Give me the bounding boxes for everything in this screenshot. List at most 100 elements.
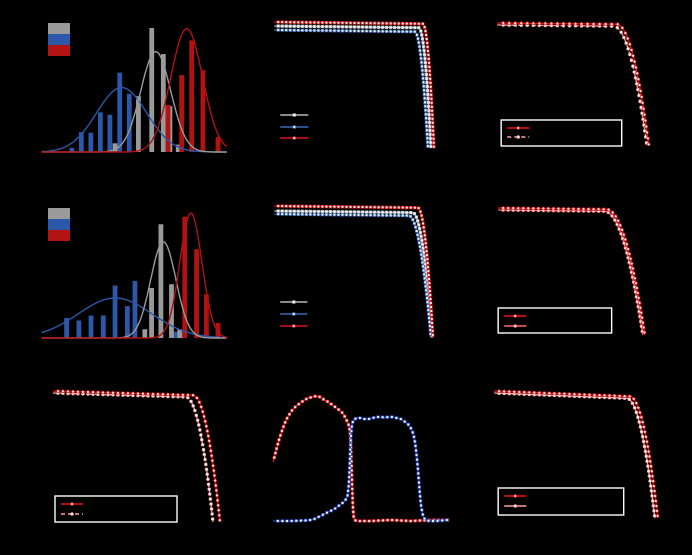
data-marker bbox=[328, 210, 333, 214]
data-marker bbox=[364, 21, 369, 25]
data-marker bbox=[426, 53, 431, 57]
hist-bar-hist_blue bbox=[76, 320, 82, 338]
data-marker bbox=[316, 24, 321, 29]
hist-bar-hist_red bbox=[189, 40, 195, 152]
data-marker bbox=[424, 249, 429, 253]
data-marker bbox=[389, 213, 393, 218]
data-marker bbox=[640, 101, 645, 105]
data-marker bbox=[425, 37, 429, 41]
data-marker bbox=[389, 210, 393, 215]
data-marker bbox=[308, 28, 313, 33]
data-marker bbox=[380, 29, 385, 33]
data-marker bbox=[420, 260, 425, 265]
data-marker bbox=[288, 20, 292, 24]
panel-f-plot-area bbox=[498, 206, 647, 336]
data-marker bbox=[304, 24, 308, 29]
series-line bbox=[41, 86, 227, 153]
series-line bbox=[494, 390, 659, 519]
hist-bar-hist_red bbox=[204, 294, 209, 338]
data-marker bbox=[329, 509, 333, 513]
data-marker bbox=[280, 212, 284, 216]
data-marker bbox=[304, 212, 308, 217]
data-marker bbox=[536, 206, 541, 211]
data-marker bbox=[332, 29, 337, 33]
data-marker bbox=[156, 392, 160, 396]
data-marker bbox=[292, 209, 296, 213]
data-marker bbox=[427, 316, 431, 320]
data-marker bbox=[350, 468, 354, 473]
data-marker bbox=[646, 469, 651, 473]
data-marker bbox=[640, 420, 645, 424]
data-marker bbox=[416, 37, 420, 41]
data-marker bbox=[638, 99, 642, 104]
data-marker bbox=[417, 480, 421, 485]
hist-bar-hist_blue bbox=[88, 315, 94, 338]
data-marker bbox=[368, 29, 373, 33]
data-marker bbox=[419, 252, 423, 257]
panel-g-jv-forward-reverse bbox=[0, 370, 230, 555]
data-marker bbox=[368, 210, 373, 214]
data-marker bbox=[299, 518, 303, 523]
data-marker bbox=[655, 509, 659, 513]
data-marker bbox=[324, 24, 329, 29]
data-marker bbox=[549, 21, 554, 26]
data-marker bbox=[312, 28, 317, 33]
data-marker bbox=[413, 22, 417, 26]
data-marker bbox=[376, 21, 381, 25]
data-marker bbox=[420, 242, 425, 247]
data-marker bbox=[424, 245, 428, 249]
data-marker bbox=[429, 85, 433, 89]
data-marker bbox=[328, 29, 333, 33]
data-marker bbox=[304, 204, 308, 209]
data-marker bbox=[426, 100, 431, 105]
data-marker bbox=[397, 210, 401, 215]
data-marker bbox=[385, 21, 389, 25]
panel-f-jv-forward-reverse bbox=[461, 185, 692, 370]
data-marker bbox=[206, 482, 211, 486]
data-marker bbox=[423, 276, 427, 280]
data-marker bbox=[332, 25, 337, 29]
data-marker bbox=[316, 209, 321, 214]
data-marker bbox=[193, 408, 197, 413]
data-marker bbox=[644, 124, 649, 129]
data-marker bbox=[284, 209, 288, 213]
legend bbox=[48, 23, 70, 56]
data-marker bbox=[417, 241, 421, 245]
data-marker bbox=[642, 444, 647, 449]
data-marker bbox=[350, 482, 354, 486]
data-marker bbox=[216, 508, 221, 513]
data-marker bbox=[581, 207, 586, 211]
data-marker bbox=[429, 301, 433, 305]
data-marker bbox=[430, 325, 434, 329]
legend-box bbox=[497, 307, 613, 334]
data-marker bbox=[431, 121, 435, 125]
data-marker bbox=[427, 273, 431, 277]
data-marker bbox=[351, 514, 356, 519]
data-marker bbox=[610, 210, 615, 215]
data-marker bbox=[428, 132, 432, 137]
data-marker bbox=[419, 213, 424, 218]
data-marker bbox=[381, 518, 385, 523]
hist-bar-hist_red bbox=[200, 70, 206, 152]
data-marker bbox=[300, 20, 304, 24]
data-marker bbox=[424, 72, 429, 77]
data-marker bbox=[340, 210, 345, 214]
data-marker bbox=[497, 389, 501, 393]
data-marker bbox=[427, 120, 432, 125]
data-marker bbox=[347, 480, 351, 484]
data-marker bbox=[348, 447, 352, 452]
data-marker bbox=[423, 100, 427, 104]
data-marker bbox=[418, 48, 422, 53]
data-marker bbox=[404, 519, 408, 523]
data-marker bbox=[417, 26, 421, 30]
data-marker bbox=[418, 245, 422, 249]
data-marker bbox=[421, 80, 426, 84]
data-marker bbox=[423, 104, 427, 108]
data-marker bbox=[417, 485, 421, 489]
data-marker bbox=[632, 70, 636, 74]
data-marker bbox=[552, 391, 557, 396]
data-marker bbox=[171, 392, 175, 397]
data-marker bbox=[405, 29, 409, 34]
data-marker bbox=[296, 28, 300, 32]
data-marker bbox=[313, 394, 317, 398]
